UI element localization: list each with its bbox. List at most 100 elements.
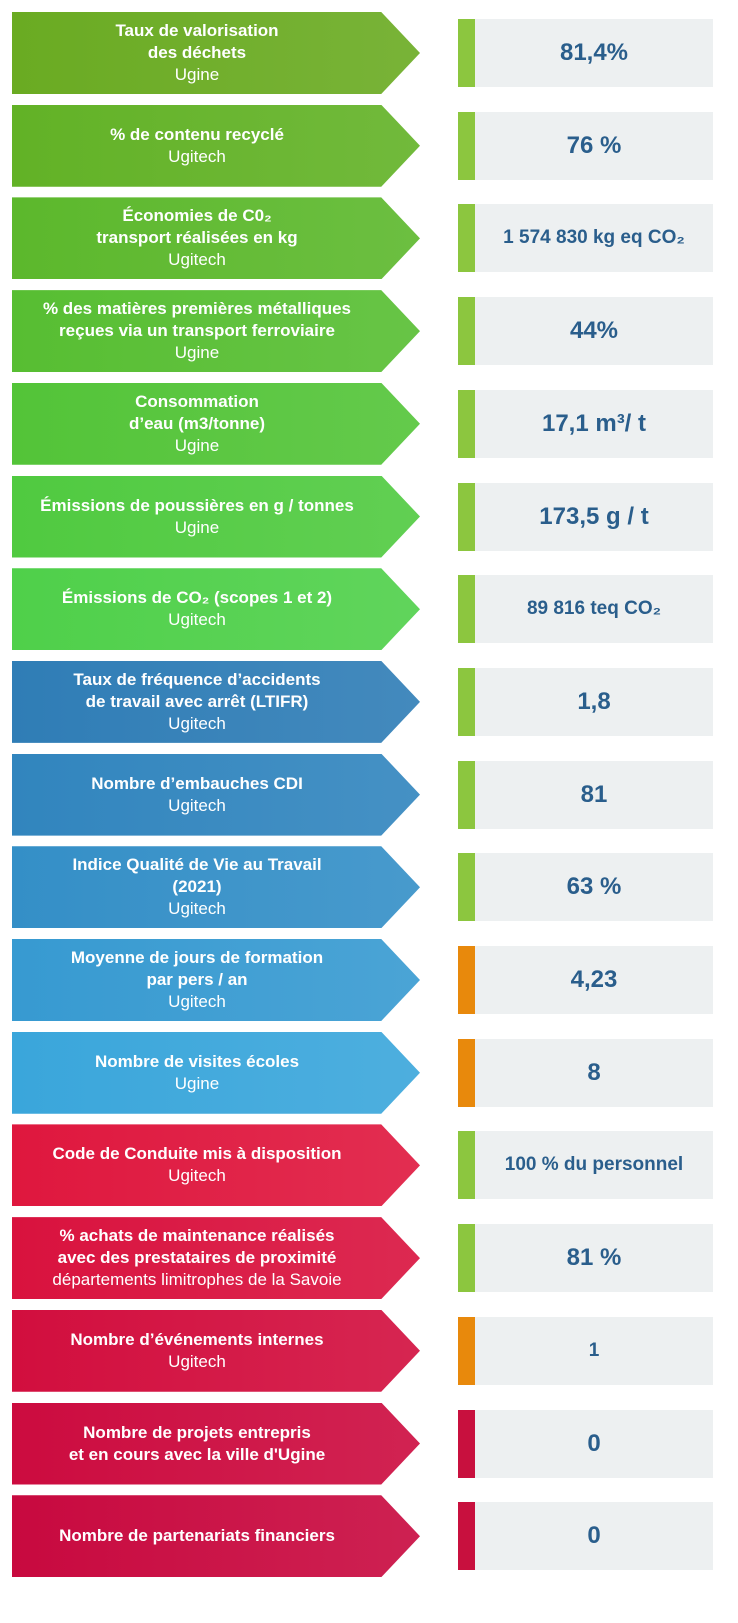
label-line: Taux de valorisation	[115, 21, 279, 40]
status-bar	[458, 1409, 475, 1478]
status-bar	[458, 853, 475, 922]
indicator-label: Nombre de projets entrepris et en cours a…	[12, 1402, 420, 1485]
indicator-value: 17,1 m³/ t	[475, 389, 713, 458]
site-name: Ugitech	[168, 899, 226, 919]
indicator-row: Consommation d’eau (m3/tonne) Ugine 17,1 m³…	[0, 382, 738, 465]
site-name: Ugine	[174, 435, 220, 455]
indicator-label: Émissions de CO₂ (scopes 1 et 2) Ugitech	[12, 568, 420, 651]
indicator-label: Moyenne de jours de formation par pers / …	[12, 939, 420, 1021]
status-bar	[458, 667, 475, 736]
label-line: avec des prestataires de proximité	[57, 1248, 337, 1268]
label-line: de travail avec arrêt (LTIFR)	[85, 691, 309, 711]
site-name: Ugine	[174, 517, 220, 537]
indicator-row: Code de Conduite mis à disposition Ugitec…	[0, 1124, 738, 1207]
label-line: (2021)	[172, 877, 222, 897]
site-name: Ugitech	[168, 146, 226, 166]
indicator-value: 1	[475, 1316, 713, 1385]
indicator-label: Émissions de poussières en g / tonnes Ugi…	[12, 475, 420, 558]
label-line: Nombre d’événements internes	[70, 1329, 324, 1349]
indicator-label: Code de Conduite mis à disposition Ugitec…	[12, 1124, 420, 1207]
indicator-row: Moyenne de jours de formation par pers / …	[0, 939, 738, 1021]
status-bar	[458, 1224, 475, 1293]
indicator-label: Indice Qualité de Vie au Travail (2021) Ug…	[12, 846, 420, 929]
site-name: Ugitech	[168, 713, 226, 733]
site-name: Ugine	[174, 343, 220, 363]
status-bar	[458, 946, 475, 1014]
indicator-label: Nombre de visites écoles Ugine	[12, 1031, 420, 1114]
label-line: par pers / an	[146, 970, 248, 989]
indicator-value: 173,5 g / t	[475, 482, 713, 551]
status-bar	[458, 204, 475, 273]
indicator-row: Taux de valorisation des déchets Ugine 81,4…	[0, 12, 738, 94]
indicator-label: % de contenu recyclé Ugitech	[12, 104, 420, 187]
status-bar	[458, 389, 475, 458]
label-line: d’eau (m3/tonne)	[128, 413, 265, 433]
indicator-value: 100 % du personnel	[475, 1131, 713, 1200]
site-name: Ugitech	[168, 992, 226, 1011]
indicator-value: 81,4%	[475, 19, 713, 87]
status-bar	[458, 297, 475, 366]
indicator-value: 8	[475, 1038, 713, 1107]
indicator-value: 1,8	[475, 667, 713, 736]
site-name: Ugitech	[168, 610, 226, 630]
indicator-label: Nombre d’embauches CDI Ugitech	[12, 753, 420, 836]
indicator-label: Consommation d’eau (m3/tonne) Ugine	[12, 382, 420, 465]
label-line: reçues via un transport ferroviaire	[59, 321, 335, 341]
site-name: Ugine	[174, 65, 220, 84]
indicator-label: Nombre d’événements internes Ugitech	[12, 1309, 420, 1392]
indicator-label: Économies de C0₂ transport réalisées en k…	[12, 197, 420, 280]
indicator-value: 4,23	[475, 946, 713, 1014]
indicator-row: % de contenu recyclé Ugitech 76 %	[0, 104, 738, 187]
site-name: Ugitech	[168, 250, 226, 270]
label-line: et en cours avec la ville d'Ugine	[68, 1444, 326, 1464]
indicator-value: 44%	[475, 297, 713, 366]
indicator-value: 89 816 teq CO₂	[475, 575, 713, 644]
indicator-label: Taux de fréquence d’accidents de travail …	[12, 660, 420, 743]
indicator-label: % achats de maintenance réalisés avec des…	[12, 1217, 420, 1300]
status-bar	[458, 1038, 475, 1107]
label-line: Émissions de poussières en g / tonnes	[40, 495, 354, 515]
indicator-value: 81	[475, 760, 713, 829]
label-line: Moyenne de jours de formation	[70, 948, 324, 967]
indicator-row: Indice Qualité de Vie au Travail (2021) Ug…	[0, 846, 738, 929]
indicator-row: Nombre de partenariats financiers 0	[0, 1495, 738, 1578]
label-line: Nombre de projets entrepris	[83, 1422, 311, 1442]
indicator-row: Taux de fréquence d’accidents de travail …	[0, 660, 738, 743]
label-line: Code de Conduite mis à disposition	[52, 1144, 342, 1164]
indicator-row: Économies de C0₂ transport réalisées en k…	[0, 197, 738, 280]
status-bar	[458, 19, 475, 87]
site-name: Ugitech	[168, 1351, 226, 1371]
status-bar	[458, 760, 475, 829]
label-line: des déchets	[147, 43, 247, 62]
label-line: Indice Qualité de Vie au Travail	[72, 855, 322, 875]
status-bar	[458, 1131, 475, 1200]
indicator-label: Taux de valorisation des déchets Ugine	[12, 12, 420, 94]
indicator-value: 76 %	[475, 111, 713, 180]
status-bar	[458, 1502, 475, 1571]
site-name: départements limitrophes de la Savoie	[52, 1270, 342, 1290]
indicator-value: 1 574 830 kg eq CO₂	[475, 204, 713, 273]
status-bar	[458, 575, 475, 644]
indicator-value: 81 %	[475, 1224, 713, 1293]
indicator-row: Nombre de visites écoles Ugine 8	[0, 1031, 738, 1114]
indicator-label: % des matières premières métalliques reçu…	[12, 290, 420, 373]
site-name: Ugitech	[168, 795, 226, 815]
label-line: Nombre de partenariats financiers	[59, 1526, 335, 1546]
indicator-row: % achats de maintenance réalisés avec des…	[0, 1217, 738, 1300]
label-line: Consommation	[135, 391, 259, 411]
label-line: Économies de C0₂	[122, 206, 272, 226]
indicator-row: Nombre d’événements internes Ugitech 1	[0, 1309, 738, 1392]
label-line: % achats de maintenance réalisés	[59, 1226, 335, 1246]
indicator-row: Émissions de CO₂ (scopes 1 et 2) Ugitech 8…	[0, 568, 738, 651]
status-bar	[458, 482, 475, 551]
label-line: Émissions de CO₂ (scopes 1 et 2)	[61, 588, 333, 608]
indicator-row: Nombre d’embauches CDI Ugitech 81	[0, 753, 738, 836]
label-line: Nombre d’embauches CDI	[91, 773, 303, 793]
status-bar	[458, 111, 475, 180]
indicator-value: 63 %	[475, 853, 713, 922]
label-line: % de contenu recyclé	[110, 124, 284, 144]
indicator-value: 0	[475, 1502, 713, 1571]
indicator-row: Nombre de projets entrepris et en cours a…	[0, 1402, 738, 1485]
site-name: Ugitech	[168, 1166, 226, 1186]
